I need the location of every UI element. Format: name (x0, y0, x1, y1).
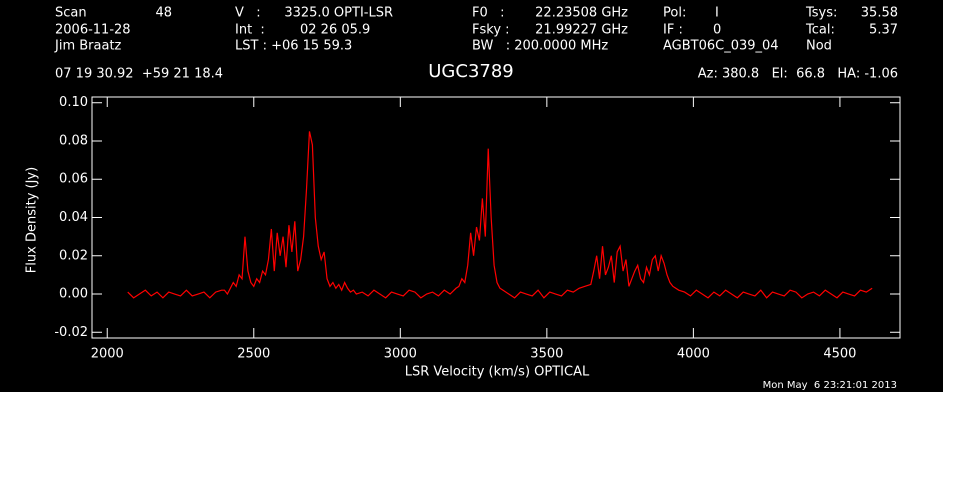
plot-background (0, 0, 943, 392)
x-tick-label: 2000 (91, 347, 124, 362)
header-text: 21.99227 GHz (535, 23, 628, 38)
header-text: Fsky : (472, 23, 510, 38)
x-tick-label: 4500 (823, 347, 856, 362)
header-text: BW : 200.0000 MHz (472, 39, 608, 54)
header-text: 35.58 (861, 6, 898, 21)
header-text: 3325.0 OPTI-LSR (284, 6, 393, 21)
header-text: 48 (155, 6, 172, 21)
y-tick-label: 0.08 (59, 133, 88, 148)
x-tick-label: 3000 (384, 347, 417, 362)
header-text: Scan (55, 6, 87, 21)
header-text: F0 : (472, 6, 505, 21)
coordinates: 07 19 30.92 +59 21 18.4 (55, 67, 223, 82)
x-tick-label: 3500 (530, 347, 563, 362)
y-tick-label: 0.10 (59, 95, 88, 110)
chart-title: UGC3789 (428, 61, 514, 82)
y-tick-label: -0.02 (54, 325, 88, 340)
header-text: Pol: (663, 6, 686, 21)
header-text: 02 26 05.9 (300, 23, 370, 38)
pointing: Az: 380.8 El: 66.8 HA: -1.06 (698, 67, 898, 82)
x-tick-label: 2500 (237, 347, 270, 362)
header-text: I (715, 6, 719, 21)
header-text: Int : (235, 23, 265, 38)
header-text: V : (235, 6, 261, 21)
header-text: LST : +06 15 59.3 (235, 39, 352, 54)
timestamp: Mon May 6 23:21:01 2013 (763, 380, 897, 391)
x-axis-label: LSR Velocity (km/s) OPTICAL (405, 365, 590, 380)
y-tick-label: 0.06 (59, 172, 88, 187)
spectrum-line (127, 131, 873, 299)
x-tick-label: 4000 (677, 347, 710, 362)
header-text: AGBT06C_039_04 (663, 39, 779, 54)
y-tick-label: 0.04 (59, 210, 88, 225)
y-tick-label: 0.02 (59, 248, 88, 263)
header-text: 2006-11-28 (55, 23, 131, 38)
header-text: 0 (713, 23, 721, 38)
header-text: Nod (806, 39, 832, 54)
header-text: 5.37 (869, 23, 898, 38)
header-text: IF : (663, 23, 683, 38)
header-text: Jim Braatz (54, 39, 122, 54)
header-text: 22.23508 GHz (535, 6, 628, 21)
header-text: Tsys: (805, 6, 837, 21)
y-tick-label: 0.00 (59, 287, 88, 302)
y-axis-label: Flux Density (Jy) (25, 167, 40, 273)
header-text: Tcal: (805, 23, 835, 38)
